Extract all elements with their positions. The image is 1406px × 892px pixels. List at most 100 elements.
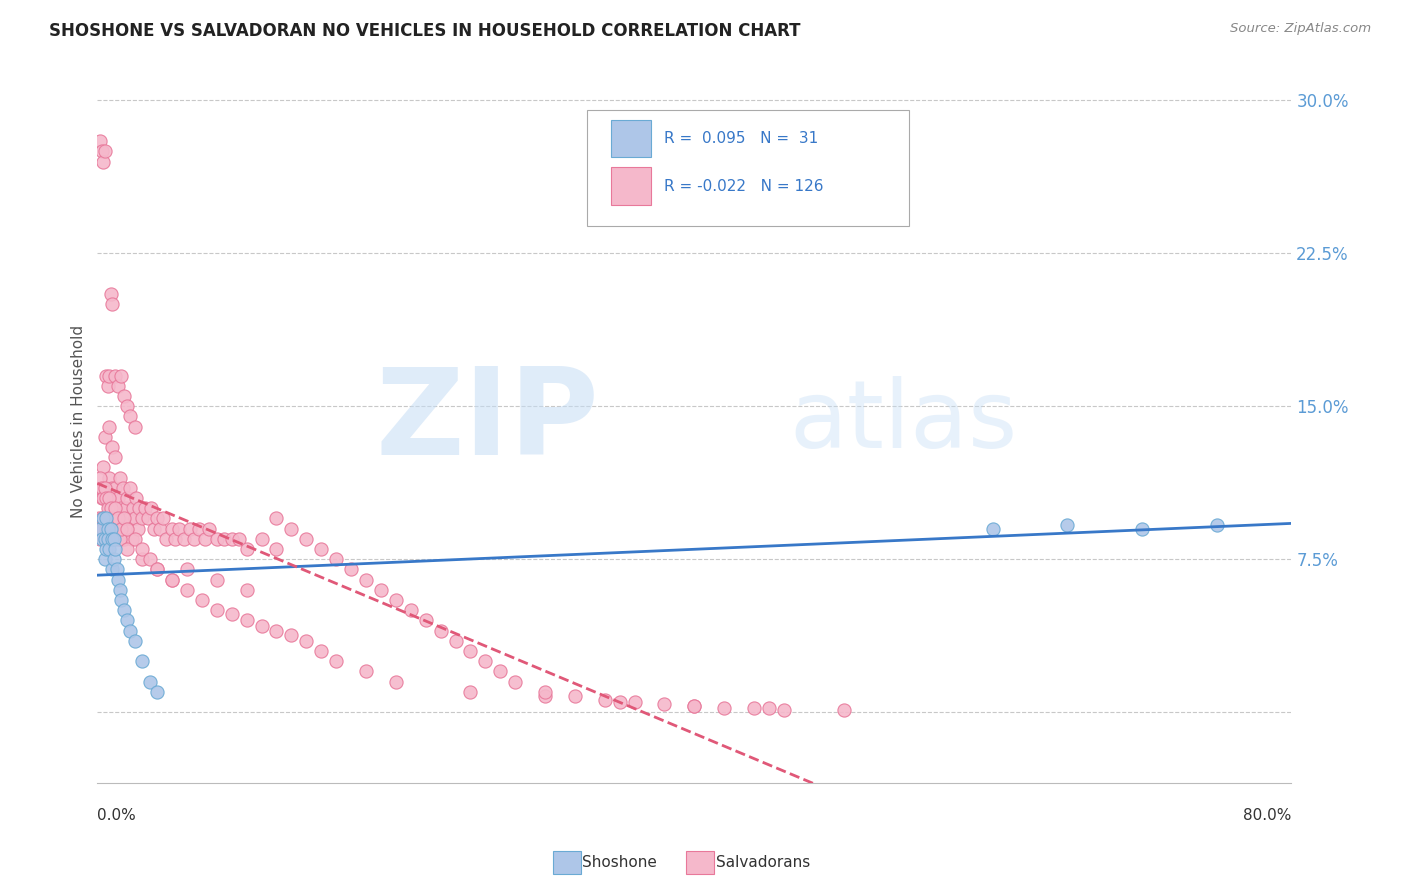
Point — [354, 665, 377, 679]
Text: Source: ZipAtlas.com: Source: ZipAtlas.com — [1230, 22, 1371, 36]
Point — [250, 619, 273, 633]
Point — [112, 532, 135, 546]
Point — [104, 501, 127, 516]
Point — [309, 644, 332, 658]
Point — [98, 368, 121, 383]
Point — [138, 552, 160, 566]
Point — [100, 532, 122, 546]
Text: SHOSHONE VS SALVADORAN NO VEHICLES IN HOUSEHOLD CORRELATION CHART: SHOSHONE VS SALVADORAN NO VEHICLES IN HO… — [49, 22, 800, 40]
Point — [114, 501, 136, 516]
Point — [89, 470, 111, 484]
Point — [89, 532, 111, 546]
Point — [90, 522, 112, 536]
Point — [115, 613, 138, 627]
Point — [94, 481, 117, 495]
Point — [534, 684, 557, 698]
Point — [89, 481, 111, 495]
Point — [160, 573, 183, 587]
Point — [124, 633, 146, 648]
Point — [104, 368, 127, 383]
Text: 80.0%: 80.0% — [1243, 808, 1291, 823]
Point — [101, 481, 124, 495]
Point — [107, 522, 129, 536]
Point — [503, 674, 526, 689]
Point — [250, 532, 273, 546]
Point — [91, 154, 114, 169]
Point — [205, 603, 228, 617]
Point — [115, 491, 138, 505]
Point — [101, 532, 124, 546]
Point — [325, 552, 347, 566]
Point — [120, 409, 142, 424]
Point — [385, 593, 408, 607]
Point — [120, 624, 142, 638]
Point — [98, 501, 121, 516]
Point — [96, 511, 118, 525]
Point — [91, 522, 114, 536]
Point — [534, 689, 557, 703]
Point — [97, 522, 120, 536]
Point — [136, 511, 159, 525]
Point — [125, 491, 148, 505]
Point — [97, 379, 120, 393]
Point — [205, 532, 228, 546]
Point — [385, 674, 408, 689]
Point — [593, 693, 616, 707]
Point — [112, 603, 135, 617]
Point — [115, 541, 138, 556]
Point — [399, 603, 422, 617]
Point — [128, 501, 150, 516]
Point — [96, 491, 118, 505]
Point — [149, 522, 172, 536]
Point — [110, 532, 132, 546]
Point — [111, 511, 134, 525]
Point — [173, 532, 195, 546]
Point — [981, 522, 1004, 536]
Point — [444, 633, 467, 648]
Point — [87, 511, 110, 525]
Point — [758, 701, 780, 715]
Point — [280, 522, 302, 536]
Point — [94, 430, 117, 444]
Text: Salvadorans: Salvadorans — [716, 855, 810, 870]
Point — [415, 613, 437, 627]
Point — [370, 582, 392, 597]
Point — [124, 532, 146, 546]
Point — [98, 419, 121, 434]
Point — [139, 501, 162, 516]
Point — [205, 573, 228, 587]
Point — [1130, 522, 1153, 536]
Point — [104, 481, 127, 495]
Point — [266, 624, 288, 638]
Point — [623, 695, 645, 709]
Point — [280, 627, 302, 641]
Point — [100, 501, 122, 516]
Point — [101, 522, 124, 536]
Point — [96, 481, 118, 495]
Point — [155, 532, 177, 546]
Point — [103, 552, 125, 566]
Point — [96, 511, 118, 525]
Point — [654, 697, 676, 711]
Point — [103, 532, 125, 546]
Point — [91, 460, 114, 475]
Text: R = -0.022   N = 126: R = -0.022 N = 126 — [665, 178, 824, 194]
Point — [89, 134, 111, 148]
Point — [101, 511, 124, 525]
Point — [460, 644, 482, 658]
Point — [91, 511, 114, 525]
Point — [90, 481, 112, 495]
Point — [295, 532, 318, 546]
Point — [96, 368, 118, 383]
Point — [228, 532, 250, 546]
Point — [187, 522, 209, 536]
Point — [134, 501, 156, 516]
Point — [169, 522, 191, 536]
Point — [103, 491, 125, 505]
Point — [212, 532, 235, 546]
Point — [235, 541, 257, 556]
Point — [98, 522, 121, 536]
Text: R =  0.095   N =  31: R = 0.095 N = 31 — [665, 131, 818, 146]
Point — [474, 654, 496, 668]
Point — [115, 399, 138, 413]
